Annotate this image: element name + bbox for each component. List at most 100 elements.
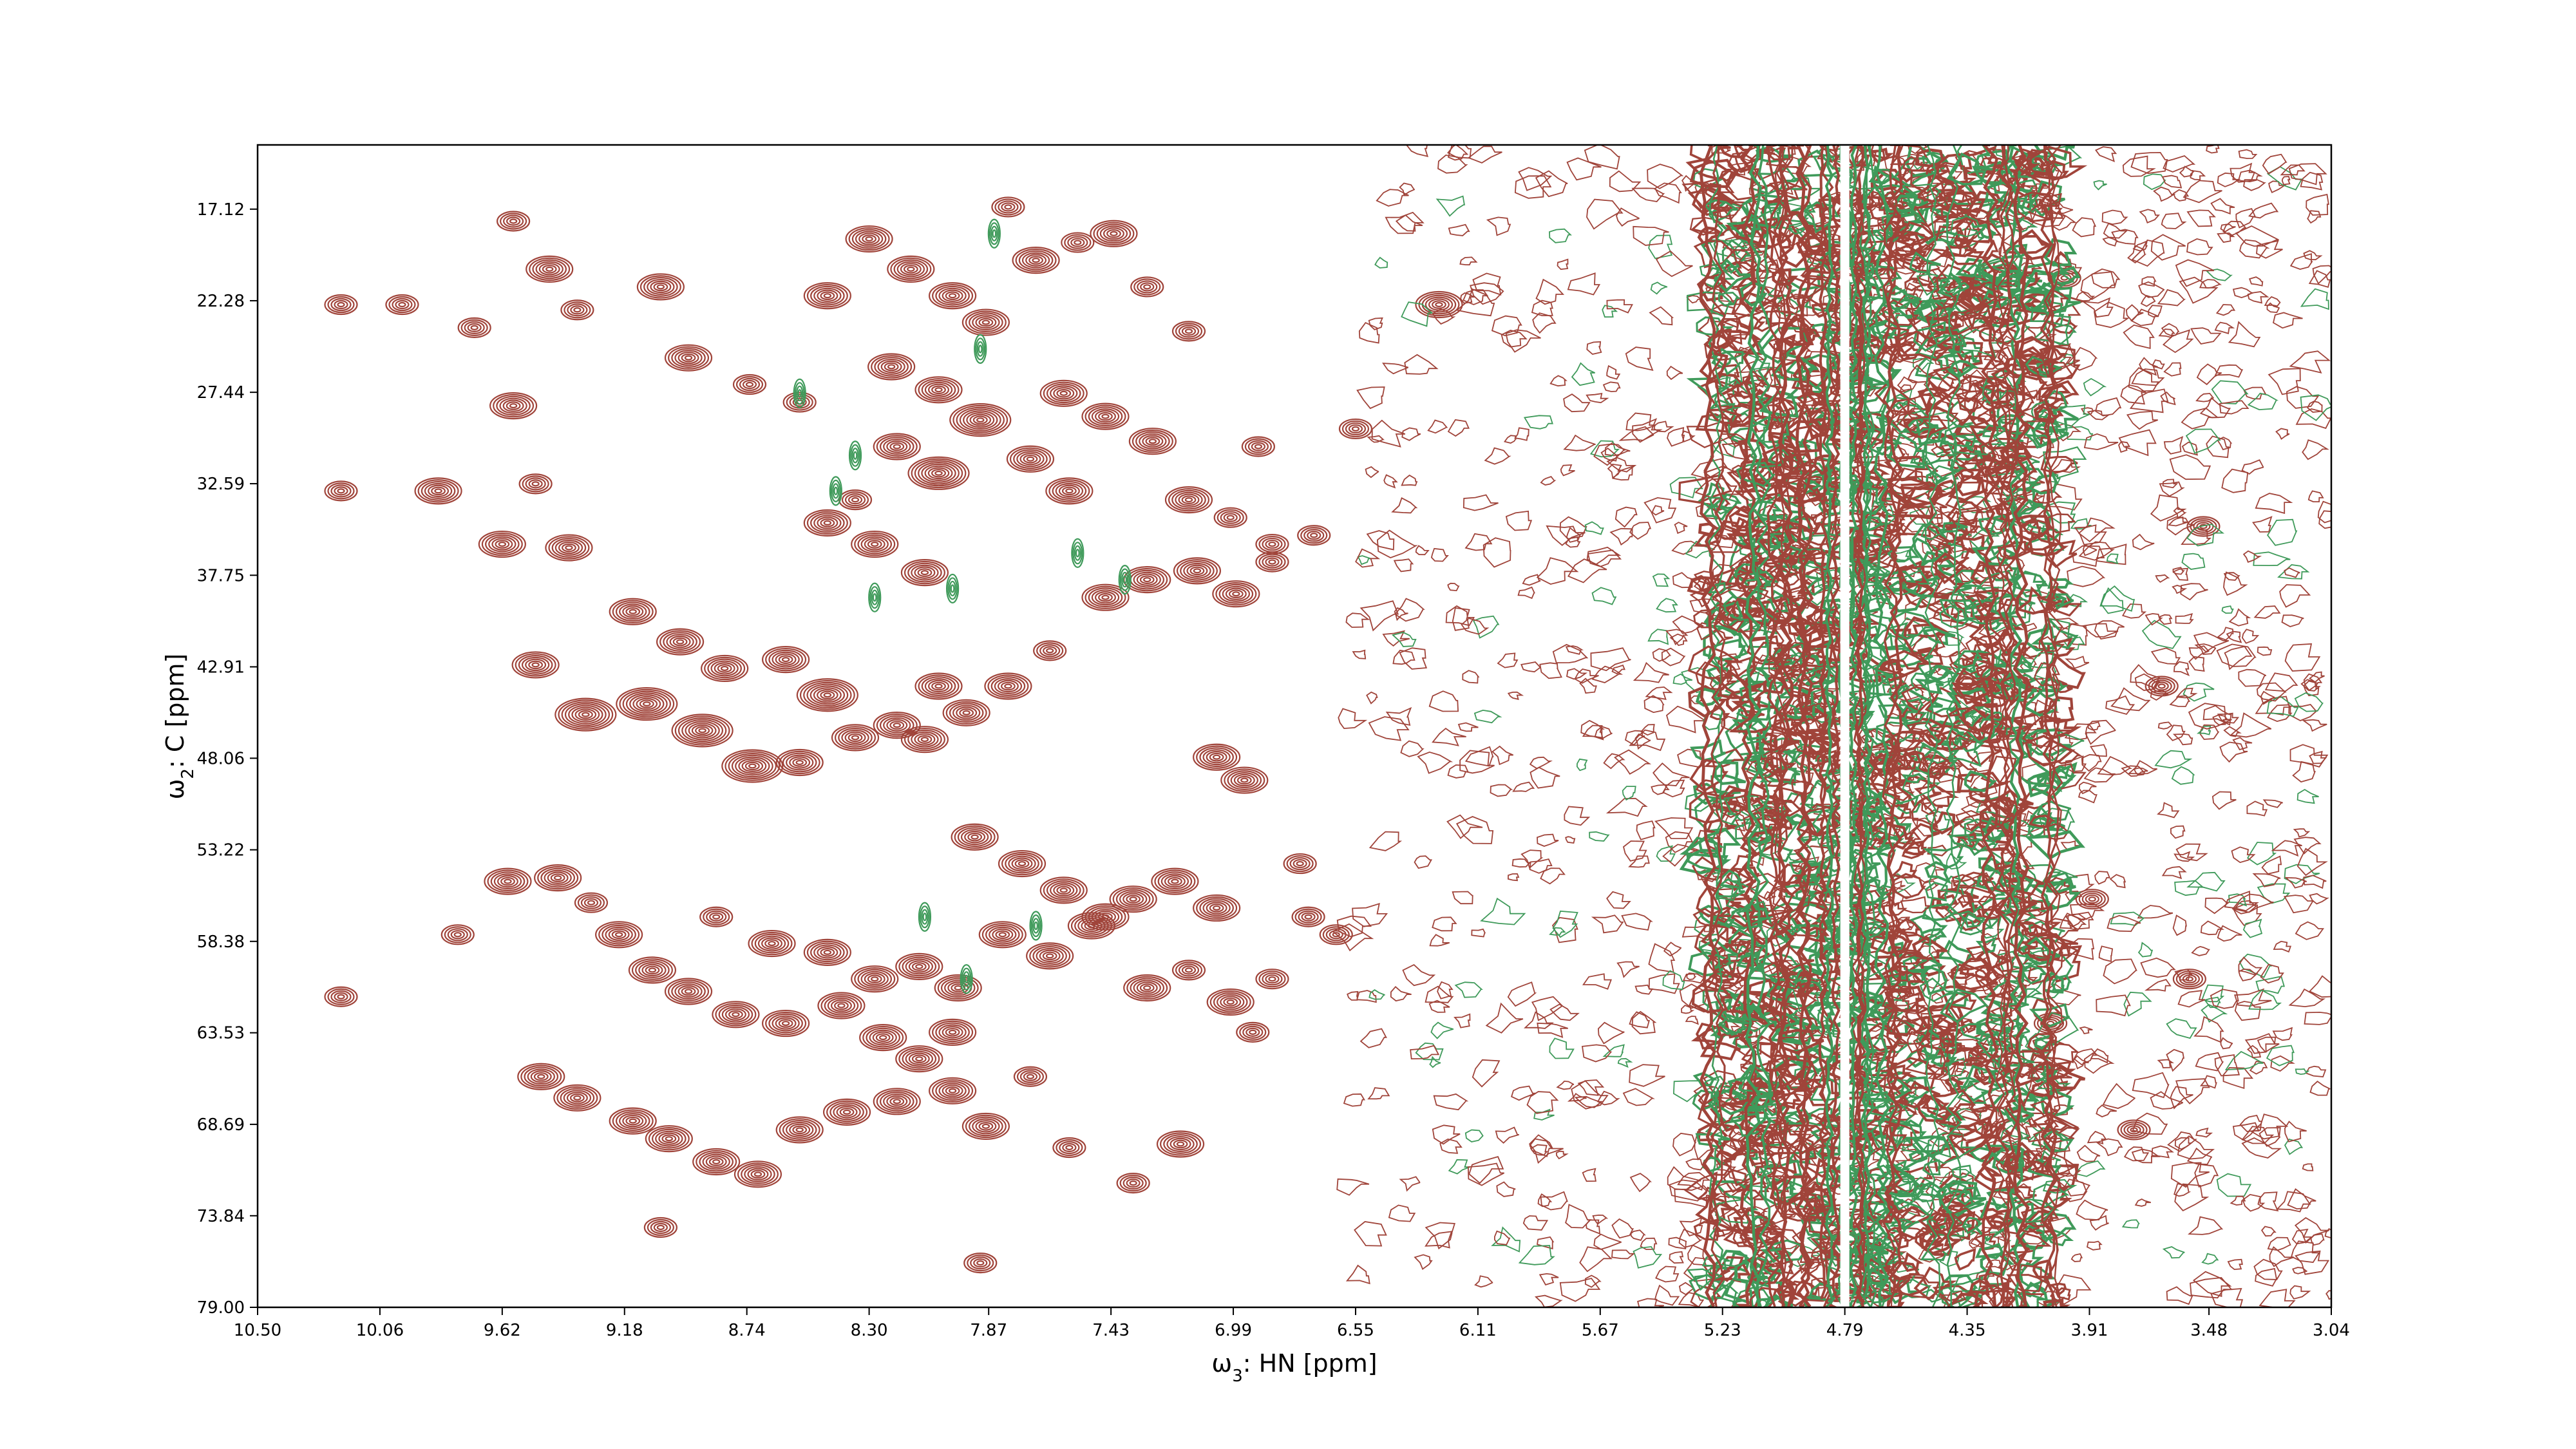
x-tick-label: 10.50 <box>234 1321 281 1340</box>
x-tick-label: 6.11 <box>1459 1321 1497 1340</box>
peak-contour <box>961 1112 1010 1141</box>
peak-contour <box>517 1063 565 1090</box>
y-tick-label: 79.00 <box>197 1298 245 1318</box>
peak-contour <box>732 374 767 395</box>
peak-contour <box>534 864 582 892</box>
plot-frame <box>256 144 2333 1309</box>
peak-contour <box>489 392 538 420</box>
peak-contour <box>553 1084 601 1112</box>
peak-contour <box>1039 876 1088 904</box>
peak-contour <box>699 906 734 927</box>
peak-contour <box>1081 402 1130 430</box>
peak-contour <box>1109 886 1157 913</box>
negative-peak-contour <box>829 476 842 506</box>
y-tick-label: 42.91 <box>197 658 245 677</box>
peak-contour <box>838 489 873 511</box>
peak-contour <box>734 1160 782 1188</box>
peak-contour <box>1123 566 1171 594</box>
peak-contour <box>895 1045 943 1073</box>
peak-contour <box>867 353 916 381</box>
peak-contour <box>1081 903 1130 931</box>
peak-contour <box>1156 1130 1205 1158</box>
peak-contour <box>1236 1021 1270 1043</box>
peak-contour <box>928 1018 977 1046</box>
peak-contour <box>671 714 734 748</box>
peak-contour <box>2075 889 2109 910</box>
peak-contour <box>775 1116 824 1144</box>
peak-contour <box>1171 960 1206 981</box>
peak-contour <box>511 651 560 679</box>
peak-contour <box>951 823 999 851</box>
peak-contour <box>457 317 491 338</box>
peak-contour <box>721 749 784 783</box>
peak-contour <box>1039 379 1088 407</box>
peak-contour <box>978 921 1027 949</box>
peak-contour <box>2117 1119 2151 1141</box>
peak-contour <box>574 892 609 913</box>
peak-contour <box>845 225 893 253</box>
y-tick-label: 68.69 <box>197 1115 245 1135</box>
peak-contour <box>595 921 643 949</box>
x-axis-ticks: 10.50 10.06 9.62 9.18 8.74 8.30 7.87 7.43 6.99 6.… <box>234 1307 2350 1340</box>
x-tick-label: 6.55 <box>1337 1321 1374 1340</box>
peak-contour <box>1283 853 1317 875</box>
y-tick-label: 48.06 <box>197 749 245 768</box>
negative-peak-contour <box>1071 538 1084 568</box>
peak-contour <box>1081 583 1130 611</box>
peak-contour <box>324 986 358 1007</box>
peak-contour <box>934 974 982 1002</box>
x-tick-label: 10.06 <box>356 1321 404 1340</box>
x-tick-label: 3.04 <box>2313 1321 2350 1340</box>
solvent-gap <box>1840 145 1850 1307</box>
peak-contour <box>782 392 817 413</box>
peak-contour <box>748 929 796 958</box>
peak-contour <box>385 294 419 316</box>
peak-contour <box>928 1077 977 1104</box>
peak-contour <box>324 294 358 316</box>
peak-contour <box>762 646 810 674</box>
peak-contour <box>1151 867 1199 895</box>
peak-contour <box>1213 507 1247 528</box>
peak-contour <box>518 473 553 495</box>
peak-contour <box>914 672 963 700</box>
x-tick-label: 8.74 <box>728 1321 766 1340</box>
y-tick-label: 27.44 <box>197 383 245 402</box>
peak-contour <box>1123 974 1171 1002</box>
peak-contour <box>712 1001 760 1028</box>
peak-contour <box>628 956 677 984</box>
negative-peak-contour <box>974 334 987 365</box>
peak-contour <box>1220 766 1269 794</box>
peak-contour <box>1033 640 1067 661</box>
peak-contour <box>1297 525 1331 546</box>
peak-contour <box>942 699 990 726</box>
peak-contour <box>1255 969 1289 990</box>
peak-contour <box>1026 942 1074 970</box>
peak-contour <box>851 530 899 558</box>
solvent-center <box>1818 145 1871 1307</box>
peak-contour <box>1171 321 1206 342</box>
peak-contour <box>873 712 921 739</box>
y-tick-label: 73.84 <box>197 1207 245 1226</box>
x-tick-label: 3.91 <box>2071 1321 2108 1340</box>
peak-contour <box>1013 1066 1048 1087</box>
y-tick-label: 63.53 <box>197 1024 245 1043</box>
peak-contour <box>664 978 713 1005</box>
peak-contour <box>1241 436 1275 457</box>
peak-contour <box>1164 486 1213 514</box>
peak-contour <box>1006 445 1055 473</box>
x-tick-label: 7.87 <box>970 1321 1007 1340</box>
peak-contour <box>991 196 1025 218</box>
peak-contour <box>817 992 866 1019</box>
peak-contour <box>851 965 899 993</box>
peak-contour <box>1052 1137 1086 1159</box>
peak-contour <box>1193 894 1241 922</box>
peak-contour <box>526 255 574 283</box>
x-tick-label: 4.35 <box>1949 1321 1986 1340</box>
negative-peak-contour <box>868 582 882 612</box>
peak-contour <box>803 282 851 310</box>
x-tick-label: 4.79 <box>1826 1321 1864 1340</box>
x-tick-label: 9.62 <box>484 1321 521 1340</box>
peak-contour <box>414 477 462 505</box>
negative-peak-contour <box>945 573 960 604</box>
